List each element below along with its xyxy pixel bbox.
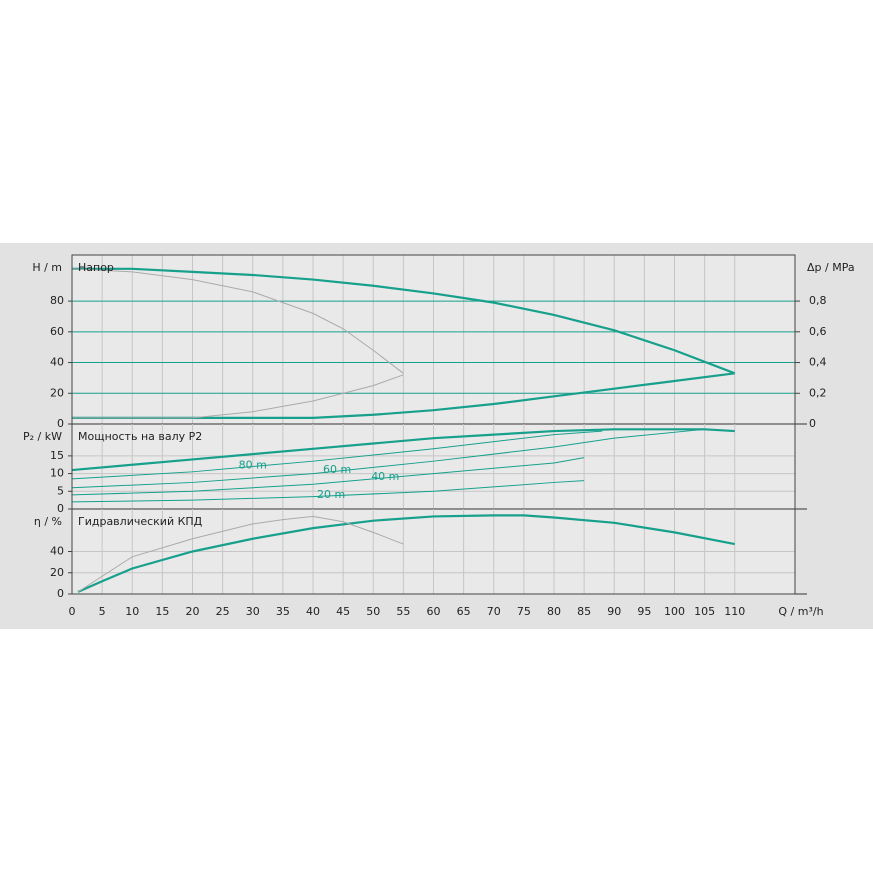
curve <box>71 428 735 472</box>
x-tick-label: 0 <box>69 605 76 618</box>
x-tick-label: 65 <box>457 605 471 618</box>
x-tick-label: 110 <box>724 605 745 618</box>
panel-title: Мощность на валу P2 <box>78 430 202 443</box>
y-tick-label: 15 <box>50 449 64 462</box>
x-tick-label: 90 <box>607 605 621 618</box>
frame <box>71 254 796 595</box>
curve <box>72 267 736 375</box>
curve <box>77 515 404 593</box>
curve <box>72 374 404 419</box>
curve-label: 60 m <box>323 463 351 476</box>
y-axis-label: H / m <box>32 261 62 274</box>
y-tick-label: 80 <box>50 294 64 307</box>
x-tick-label: 10 <box>125 605 139 618</box>
x-tick-label: 80 <box>547 605 561 618</box>
x-tick-label: 50 <box>366 605 380 618</box>
x-tick-label: 70 <box>487 605 501 618</box>
y-tick-label: 40 <box>50 356 64 369</box>
x-tick-label: 15 <box>155 605 169 618</box>
y-tick-label: 0 <box>57 417 64 430</box>
x-tick-label: 5 <box>99 605 106 618</box>
panel-title: Напор <box>78 261 114 274</box>
curve <box>72 372 735 419</box>
y-tick-label: 5 <box>57 484 64 497</box>
x-tick-label: 95 <box>637 605 651 618</box>
y-tick-label: 0 <box>57 502 64 515</box>
x-tick-label: 35 <box>276 605 290 618</box>
curve-label: 80 m <box>239 459 267 472</box>
y2-tick-label: 0 <box>809 417 816 430</box>
y-tick-label: 60 <box>50 325 64 338</box>
y2-tick-label: 0,6 <box>809 325 827 338</box>
x-tick-label: 55 <box>396 605 410 618</box>
y-tick-label: 20 <box>50 566 64 579</box>
x-tick-label: 40 <box>306 605 320 618</box>
x-tick-label: 75 <box>517 605 531 618</box>
x-tick-label: 25 <box>216 605 230 618</box>
x-tick-label: 60 <box>427 605 441 618</box>
x-tick-label: 20 <box>186 605 200 618</box>
curve <box>71 268 404 374</box>
x-tick-label: 85 <box>577 605 591 618</box>
y-tick-label: 40 <box>50 545 64 558</box>
y2-tick-label: 0,4 <box>809 356 827 369</box>
x-tick-label: 105 <box>694 605 715 618</box>
y2-tick-label: 0,2 <box>809 386 827 399</box>
y-tick-label: 0 <box>57 587 64 600</box>
x-tick-label: 45 <box>336 605 350 618</box>
y-tick-label: 20 <box>50 386 64 399</box>
curve-label: 20 m <box>317 488 345 501</box>
curve <box>71 428 705 489</box>
curve <box>71 480 585 503</box>
curve <box>71 430 603 480</box>
y-tick-label: 10 <box>50 467 64 480</box>
y-axis-label: P₂ / kW <box>23 430 62 443</box>
curve-label: 40 m <box>371 470 399 483</box>
x-tick-label: 100 <box>664 605 685 618</box>
curve <box>71 457 585 496</box>
x-axis-label: Q / m³/h <box>778 605 823 618</box>
y2-axis-label: Δp / MPa <box>807 261 855 274</box>
x-tick-label: 30 <box>246 605 260 618</box>
panel-title: Гидравлический КПД <box>78 515 203 528</box>
y2-tick-label: 0,8 <box>809 294 827 307</box>
curve <box>77 514 735 593</box>
y-axis-label: η / % <box>34 515 62 528</box>
